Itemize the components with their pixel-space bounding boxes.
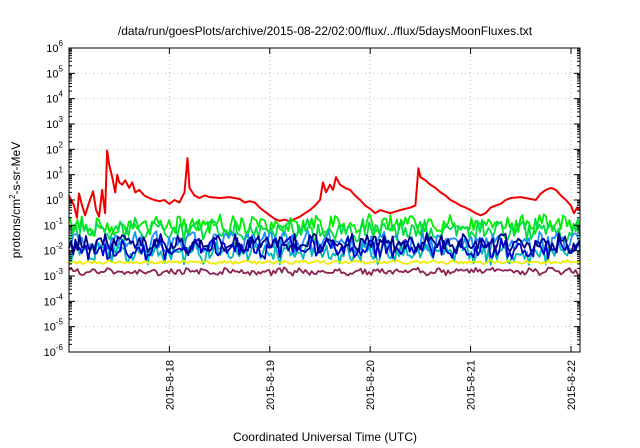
x-tick-label: 2015-8-19 (265, 360, 277, 410)
x-tick-label: 2015-8-20 (365, 360, 377, 410)
y-tick-label: 101 (46, 166, 63, 182)
y-tick-label: 100 (46, 191, 63, 207)
x-tick-label: 2015-8-21 (466, 360, 478, 410)
y-axis-label-sup: 2 (8, 194, 17, 199)
chart-title: /data/run/goesPlots/archive/2015-08-22/0… (118, 24, 533, 38)
y-tick-base: 10 (44, 271, 56, 283)
y-axis-label-post: -s-sr-MeV (9, 142, 23, 195)
y-tick-label: 10-3 (44, 267, 64, 283)
y-tick-exponent: -4 (56, 292, 64, 301)
y-tick-base: 10 (46, 43, 58, 55)
y-tick-base: 10 (46, 170, 58, 182)
y-tick-label: 102 (46, 140, 63, 156)
series-line-9 (68, 266, 581, 277)
y-tick-exponent: 0 (59, 191, 64, 200)
y-tick-exponent: 1 (59, 166, 64, 175)
y-tick-base: 10 (44, 246, 56, 258)
y-axis-label-pre: protons/cm (9, 199, 23, 258)
y-tick-label: 10-1 (44, 216, 64, 232)
y-tick-base: 10 (44, 322, 56, 334)
y-tick-exponent: -5 (56, 318, 64, 327)
y-tick-label: 103 (46, 115, 63, 131)
x-axis: 2015-8-18 2015-8-19 2015-8-20 2015-8-21 2015… (164, 48, 578, 410)
y-tick-base: 10 (44, 296, 56, 308)
y-tick-base: 10 (46, 68, 58, 80)
y-axis: 10-610-510-410-310-210-11001011021031041… (44, 39, 580, 359)
y-tick-base: 10 (46, 144, 58, 156)
x-axis-label: Coordinated Universal Time (UTC) (233, 430, 417, 444)
y-axis-label: protons/cm2-s-sr-MeV (8, 142, 23, 258)
y-tick-exponent: -1 (56, 216, 64, 225)
y-tick-label: 10-5 (44, 318, 64, 334)
series-line-5 (68, 240, 581, 266)
y-tick-exponent: 4 (59, 90, 64, 99)
y-tick-label: 10-6 (44, 343, 64, 359)
y-tick-base: 10 (46, 119, 58, 131)
y-tick-exponent: -6 (56, 343, 64, 352)
y-tick-exponent: -2 (56, 242, 64, 251)
y-tick-exponent: -3 (56, 267, 64, 276)
y-tick-label: 106 (46, 39, 63, 55)
series-line-7 (68, 232, 581, 255)
series-line-1 (68, 149, 581, 223)
y-tick-base: 10 (44, 347, 56, 359)
y-tick-label: 10-4 (44, 292, 64, 308)
x-tick-label: 2015-8-18 (164, 360, 176, 410)
y-tick-exponent: 3 (59, 115, 64, 124)
y-tick-base: 10 (44, 220, 56, 232)
y-tick-exponent: 2 (59, 140, 64, 149)
series-line-4 (68, 228, 581, 255)
series-line-3 (68, 217, 581, 243)
series-line-8 (68, 259, 581, 266)
y-tick-exponent: 6 (59, 39, 64, 48)
grid (69, 48, 580, 352)
series-layer (68, 149, 581, 277)
y-tick-base: 10 (46, 94, 58, 106)
y-tick-label: 10-2 (44, 242, 64, 258)
x-tick-label: 2015-8-22 (566, 360, 578, 410)
y-tick-label: 105 (46, 64, 63, 80)
y-tick-label: 104 (46, 90, 63, 106)
y-tick-exponent: 5 (59, 64, 64, 73)
y-tick-base: 10 (46, 195, 58, 207)
